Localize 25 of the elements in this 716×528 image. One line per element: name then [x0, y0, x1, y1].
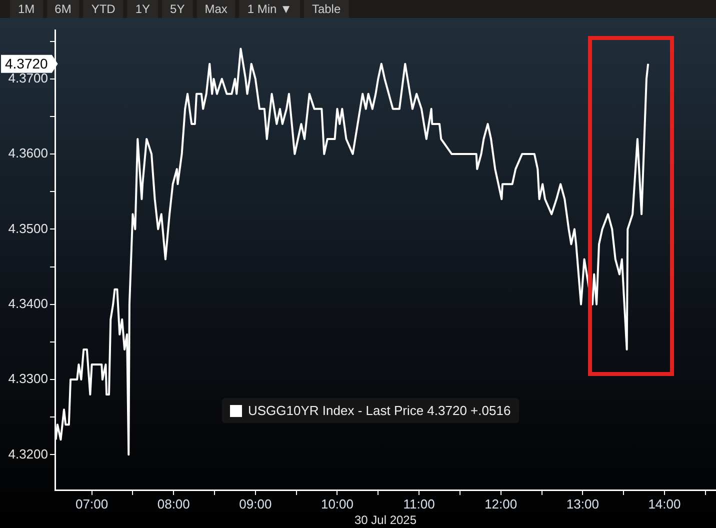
x-tick-label: 08:00: [157, 496, 190, 512]
y-tick-label: 4.3400: [8, 296, 48, 311]
x-tick-label: 12:00: [484, 496, 518, 512]
text: 5Y: [162, 0, 193, 18]
y-tick-label: 4.3300: [8, 371, 48, 386]
x-tick-label: 09:00: [239, 496, 272, 512]
y-tick-label: 4.3600: [8, 146, 48, 161]
x-tick-label: 14:00: [648, 496, 681, 512]
text: 6M: [46, 0, 80, 18]
text: 1 Min ▼: [239, 0, 300, 18]
text: Table: [304, 0, 349, 18]
y-tick-label: 4.3700: [8, 70, 48, 86]
text: Max: [196, 0, 236, 18]
y-tick-label: 4.3500: [8, 220, 48, 236]
x-tick-label: 13:00: [566, 496, 599, 512]
x-axis-title: 30 Jul 2025: [354, 513, 417, 528]
text: 1Y: [127, 0, 158, 18]
text: 1M: [10, 0, 43, 18]
text: 4.3720: [5, 56, 48, 72]
x-tick-label: 10:00: [320, 496, 354, 512]
text: YTD: [83, 0, 124, 18]
legend-label: USGG10YR Index - Last Price 4.3720 +.0516: [248, 403, 511, 418]
x-tick-label: 07:00: [76, 496, 108, 512]
x-tick-label: 11:00: [403, 496, 435, 512]
y-tick-label: 4.3200: [8, 446, 48, 462]
